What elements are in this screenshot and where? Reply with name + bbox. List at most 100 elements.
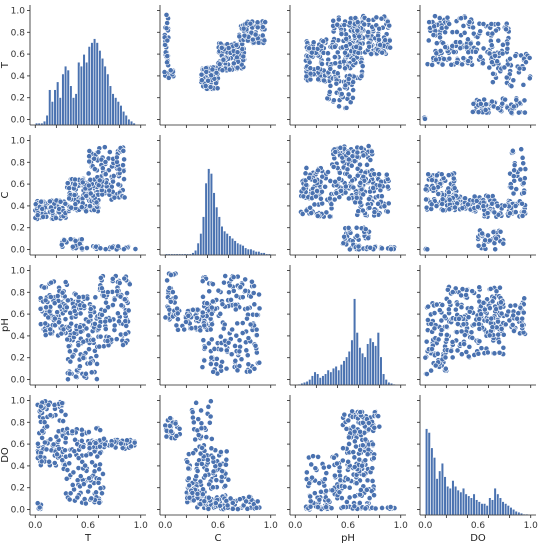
- scatter-point: [77, 310, 84, 317]
- scatter-point: [503, 26, 509, 33]
- scatter-point: [343, 104, 350, 111]
- scatter-point: [376, 36, 382, 43]
- scatter-point: [202, 344, 208, 351]
- scatter-point: [97, 427, 104, 434]
- scatter-point: [490, 229, 497, 236]
- scatter-point: [79, 431, 86, 438]
- scatter-point: [521, 189, 527, 196]
- scatter-point: [241, 32, 248, 39]
- scatter-point: [254, 24, 261, 31]
- scatter-point: [370, 441, 376, 448]
- scatter-point: [516, 65, 523, 72]
- scatter-point: [497, 228, 504, 235]
- scatter-point: [306, 45, 312, 52]
- scatter-point: [515, 109, 522, 116]
- scatter-point: [226, 289, 232, 296]
- scatter-point: [121, 176, 127, 183]
- scatter-point: [173, 433, 180, 439]
- scatter-point: [370, 185, 377, 191]
- scatter-point: [85, 429, 92, 436]
- hist-bar: [469, 497, 474, 516]
- scatter-point: [429, 346, 435, 352]
- hist-bar: [456, 489, 460, 516]
- scatter-point: [37, 403, 44, 410]
- scatter-point: [334, 70, 341, 77]
- scatter-point: [355, 243, 362, 250]
- scatter-point: [519, 315, 526, 322]
- scatter-point: [102, 246, 109, 253]
- scatter-point: [465, 58, 472, 65]
- hist-bar: [509, 507, 513, 516]
- scatter-point: [433, 40, 440, 47]
- y-tick-label: 0.6: [11, 440, 26, 450]
- scatter-point: [64, 467, 71, 473]
- scatter-point: [229, 505, 236, 512]
- scatter-point: [223, 365, 230, 372]
- scatter-point: [63, 475, 70, 482]
- scatter-point: [232, 306, 239, 313]
- scatter-point: [498, 310, 505, 317]
- scatter-point: [101, 441, 108, 448]
- scatter-point: [446, 55, 453, 62]
- scatter-point: [92, 294, 99, 301]
- scatter-point: [362, 226, 369, 233]
- scatter-point: [216, 61, 223, 68]
- scatter-point: [203, 434, 210, 441]
- y-tick-label: 0.8: [11, 28, 26, 38]
- scatter-point: [131, 439, 138, 446]
- scatter-point: [318, 43, 325, 50]
- scatter-point: [357, 179, 364, 186]
- scatter-point: [314, 213, 321, 219]
- scatter-point: [168, 428, 175, 435]
- y-tick-label: 0.6: [11, 180, 26, 190]
- scatter-point: [476, 325, 483, 332]
- scatter-point: [445, 172, 452, 179]
- scatter-point: [121, 296, 128, 303]
- panel-C-vs-DO: [417, 135, 536, 258]
- hist-bar: [305, 380, 309, 386]
- scatter-point: [342, 49, 348, 56]
- scatter-point: [69, 482, 76, 488]
- scatter-point: [501, 64, 508, 71]
- scatter-point: [42, 332, 49, 338]
- scatter-point: [167, 67, 174, 74]
- scatter-point: [232, 343, 238, 349]
- scatter-point: [365, 29, 372, 35]
- scatter-point: [307, 498, 314, 505]
- scatter-point: [207, 361, 214, 367]
- scatter-point: [207, 398, 214, 405]
- scatter-point: [118, 302, 125, 309]
- scatter-point: [443, 323, 450, 330]
- scatter-point: [205, 494, 212, 501]
- y-axis-label: pH: [0, 318, 11, 332]
- scatter-point: [220, 325, 227, 332]
- scatter-point: [91, 155, 98, 162]
- scatter-point: [86, 153, 93, 160]
- y-tick-label: 0.2: [11, 484, 25, 494]
- scatter-point: [203, 69, 210, 75]
- scatter-point: [306, 174, 313, 181]
- scatter-point: [67, 236, 74, 243]
- scatter-point: [345, 91, 352, 98]
- scatter-point: [336, 103, 342, 110]
- scatter-point: [97, 333, 104, 340]
- hist-bar: [517, 511, 521, 516]
- scatter-point: [468, 329, 475, 336]
- scatter-point: [465, 36, 471, 43]
- hist-bar: [376, 332, 380, 386]
- hist-bar: [199, 233, 203, 256]
- scatter-point: [480, 203, 487, 210]
- hist-bar: [215, 206, 219, 256]
- scatter-point: [256, 359, 263, 366]
- scatter-point: [96, 499, 103, 506]
- scatter-point: [334, 49, 341, 56]
- scatter-point: [84, 245, 90, 251]
- scatter-point: [132, 246, 139, 252]
- scatter-point: [94, 453, 101, 460]
- hist-bar: [193, 249, 198, 256]
- scatter-point: [210, 454, 217, 461]
- scatter-point: [515, 310, 522, 317]
- scatter-point: [512, 203, 519, 209]
- hist-bar: [496, 493, 500, 516]
- scatter-point: [359, 419, 366, 426]
